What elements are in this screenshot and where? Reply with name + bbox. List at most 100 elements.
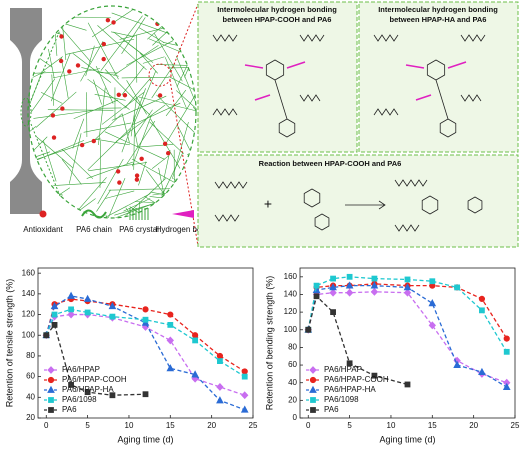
legend-label: PA6/HPAP-COOH <box>62 375 127 384</box>
fiber <box>121 66 145 96</box>
y-tick-label: 160 <box>284 272 298 281</box>
bond <box>394 179 428 187</box>
marker <box>371 275 378 282</box>
fiber <box>104 69 151 116</box>
fiber <box>119 27 164 40</box>
fiber <box>48 48 55 79</box>
marker <box>454 284 461 291</box>
antioxidant <box>111 20 116 25</box>
antioxidant <box>101 41 107 47</box>
antioxidant <box>67 69 72 74</box>
fiber <box>158 175 183 218</box>
fiber <box>101 91 145 125</box>
bond <box>394 224 420 232</box>
fiber <box>132 115 152 167</box>
fiber <box>86 161 133 179</box>
antioxidant <box>162 141 168 147</box>
panel <box>197 154 519 248</box>
x-tick-label: 5 <box>85 421 90 430</box>
fiber <box>51 74 54 106</box>
y-tick-label: 40 <box>288 378 297 387</box>
y-tick-label: 100 <box>22 330 36 339</box>
marker <box>370 281 379 289</box>
fiber <box>88 162 148 172</box>
fiber <box>153 32 183 82</box>
marker <box>309 385 317 393</box>
fiber <box>105 214 115 218</box>
fiber <box>35 135 74 169</box>
fiber <box>78 198 96 212</box>
bond <box>373 108 399 116</box>
fiber <box>176 90 196 118</box>
fiber <box>126 40 174 66</box>
marker <box>167 321 174 328</box>
marker <box>50 302 59 310</box>
antioxidant <box>115 169 121 174</box>
fiber <box>96 189 111 212</box>
y-tick-label: 80 <box>26 351 35 360</box>
antioxidant <box>139 156 144 161</box>
ring <box>439 118 457 138</box>
marker <box>48 407 54 413</box>
fiber <box>130 97 137 137</box>
series-line <box>307 283 508 339</box>
marker <box>43 332 50 339</box>
fiber <box>73 99 119 120</box>
legend-label: PA6/1098 <box>324 395 359 404</box>
marker <box>241 368 248 375</box>
fiber <box>111 12 174 36</box>
fiber <box>137 144 173 148</box>
fiber <box>121 88 146 153</box>
marker <box>48 397 54 403</box>
legend-label: Antioxidant <box>23 225 63 234</box>
fiber <box>165 89 187 117</box>
fiber <box>43 140 57 182</box>
series-line <box>45 295 245 411</box>
fiber <box>100 15 143 71</box>
marker <box>84 389 91 396</box>
y-tick-label: 100 <box>284 325 298 334</box>
zoom-line <box>169 79 199 247</box>
marker <box>241 391 249 400</box>
antioxidant <box>166 150 171 156</box>
x-tick-label: 10 <box>125 421 134 430</box>
marker <box>503 335 510 342</box>
bond <box>212 34 238 42</box>
fiber <box>152 190 187 196</box>
hbond <box>447 61 467 69</box>
y-tick-label: 80 <box>288 343 297 352</box>
marker <box>241 373 248 380</box>
fiber <box>105 190 135 199</box>
y-axis-label: Retention of tensile strength (%) <box>4 279 14 408</box>
marker <box>346 360 353 367</box>
fiber <box>72 52 112 83</box>
marker <box>109 313 116 320</box>
antioxidant <box>105 17 111 23</box>
x-axis-label: Aging time (d) <box>379 434 435 444</box>
marker <box>345 288 354 297</box>
marker <box>67 310 75 319</box>
legend-label: PA6 <box>324 405 339 414</box>
x-tick-label: 5 <box>347 421 352 430</box>
fiber <box>133 115 135 170</box>
marker <box>310 407 316 413</box>
marker <box>68 381 74 388</box>
series-line <box>307 294 408 386</box>
fiber <box>145 169 166 197</box>
fiber <box>87 128 131 171</box>
marker <box>142 316 149 323</box>
marker <box>83 294 92 302</box>
bond <box>299 34 325 42</box>
x-tick-label: 25 <box>511 421 520 430</box>
specimen <box>10 8 42 214</box>
marker <box>67 291 75 299</box>
fiber <box>65 38 135 55</box>
fiber <box>39 187 71 208</box>
bond <box>214 181 248 189</box>
marker <box>192 332 199 339</box>
marker <box>310 397 316 403</box>
marker <box>346 273 353 280</box>
marker <box>51 311 58 318</box>
marker <box>478 367 486 376</box>
series-line <box>45 323 146 396</box>
